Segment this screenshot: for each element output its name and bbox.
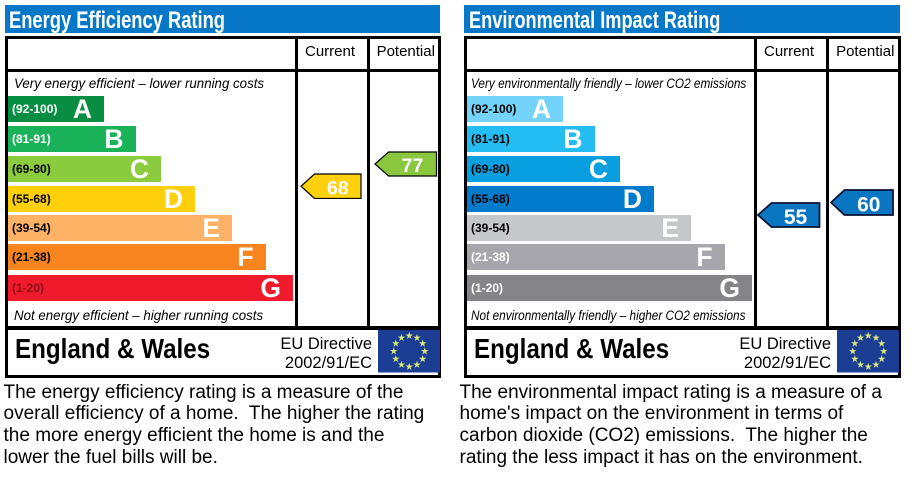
svg-text:55: 55 <box>784 206 808 228</box>
svg-text:60: 60 <box>857 194 880 216</box>
svg-text:77: 77 <box>402 155 424 177</box>
svg-text:68: 68 <box>327 177 349 199</box>
